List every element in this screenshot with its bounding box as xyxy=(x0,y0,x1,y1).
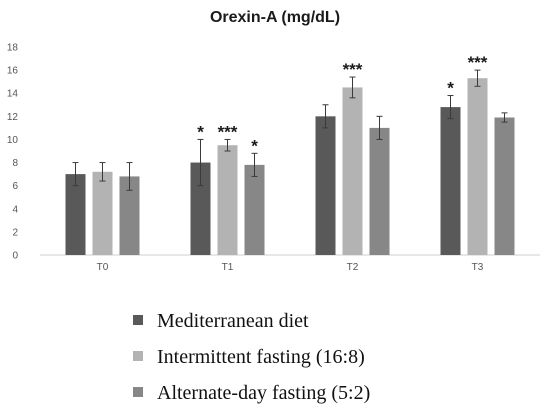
bar xyxy=(244,164,265,255)
bar xyxy=(92,171,113,255)
y-tick-label: 4 xyxy=(12,204,18,215)
x-tick-label: T2 xyxy=(347,262,359,273)
bar xyxy=(494,117,515,255)
legend-swatch xyxy=(133,315,143,325)
significance-mark: * xyxy=(251,136,258,155)
chart-title: Orexin-A (mg/dL) xyxy=(210,9,340,26)
bar xyxy=(369,127,390,255)
x-tick-label: T0 xyxy=(97,262,109,273)
significance-mark: *** xyxy=(468,53,488,72)
bars-group xyxy=(65,78,515,255)
y-tick-label: 0 xyxy=(12,251,18,262)
significance-mark: * xyxy=(197,122,204,141)
legend-label: Alternate-day fasting (5:2) xyxy=(157,382,370,404)
bar xyxy=(190,162,211,255)
y-tick-label: 6 xyxy=(12,181,18,192)
x-axis-ticks: T0 T1 T2 T3 xyxy=(97,262,484,273)
significance-mark: *** xyxy=(218,122,238,141)
y-tick-label: 18 xyxy=(7,43,19,54)
significance-mark: * xyxy=(447,79,454,98)
y-tick-label: 8 xyxy=(12,158,18,169)
y-tick-label: 16 xyxy=(7,66,19,77)
y-tick-label: 2 xyxy=(12,227,18,238)
y-tick-label: 12 xyxy=(7,112,19,123)
y-tick-label: 10 xyxy=(7,135,19,146)
significance-mark: *** xyxy=(343,60,363,79)
legend-swatch xyxy=(133,351,143,361)
bar xyxy=(342,87,363,255)
bar xyxy=(65,174,86,255)
y-axis-ticks: 0 2 4 6 8 10 12 14 16 18 xyxy=(7,43,19,262)
x-tick-label: T3 xyxy=(472,262,484,273)
bar xyxy=(119,176,140,255)
legend-label: Mediterranean diet xyxy=(157,310,309,332)
bar xyxy=(467,78,488,255)
bar xyxy=(315,116,336,255)
x-tick-label: T1 xyxy=(222,262,234,273)
legend-swatch xyxy=(133,387,143,397)
y-tick-label: 14 xyxy=(7,89,19,100)
bar xyxy=(217,145,238,255)
legend-label: Intermittent fasting (16:8) xyxy=(157,346,365,368)
error-bars-group xyxy=(72,69,508,191)
significance-group: * *********** xyxy=(197,53,488,155)
legend: Mediterranean diet Intermittent fasting (… xyxy=(133,310,370,404)
bar xyxy=(440,107,461,255)
